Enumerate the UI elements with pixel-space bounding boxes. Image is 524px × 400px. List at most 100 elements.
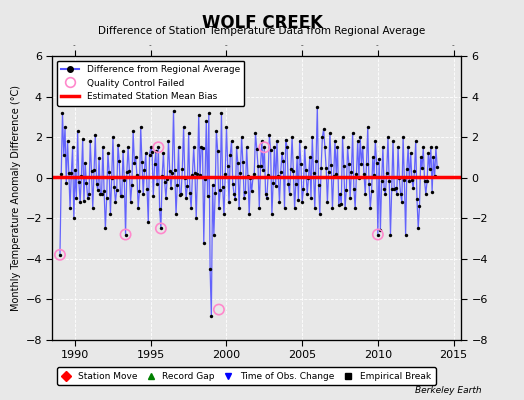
Point — [252, 130, 260, 136]
Point — [183, 182, 192, 189]
Point — [379, 144, 387, 150]
Point — [81, 160, 90, 166]
Point — [269, 179, 277, 186]
Point — [384, 134, 392, 140]
Point — [75, 179, 83, 186]
Point — [129, 128, 137, 134]
Point — [243, 144, 251, 150]
Point — [286, 191, 294, 197]
Point — [394, 144, 402, 150]
Point — [254, 163, 262, 170]
Point — [315, 211, 324, 218]
Point — [124, 144, 132, 150]
Point — [266, 147, 275, 154]
Point — [80, 198, 88, 205]
Point — [122, 231, 130, 238]
Point — [221, 171, 230, 178]
Point — [241, 189, 249, 196]
Point — [56, 252, 64, 258]
Point — [345, 160, 353, 167]
Point — [432, 144, 440, 150]
Point — [273, 138, 281, 144]
Point — [190, 144, 198, 150]
Point — [401, 231, 410, 238]
Point — [133, 172, 141, 178]
Point — [392, 191, 401, 197]
Point — [104, 150, 112, 156]
Point — [88, 168, 96, 174]
Point — [425, 166, 434, 172]
Point — [347, 169, 356, 175]
Point — [209, 182, 217, 188]
Point — [100, 188, 108, 195]
Point — [334, 202, 343, 208]
Point — [250, 171, 258, 177]
Point — [289, 168, 298, 174]
Point — [364, 124, 372, 130]
Point — [281, 136, 290, 143]
Point — [205, 110, 213, 116]
Point — [79, 136, 87, 142]
Point — [428, 189, 436, 195]
Point — [119, 148, 127, 154]
Point — [433, 164, 441, 170]
Point — [322, 165, 330, 171]
Point — [333, 144, 342, 150]
Point — [97, 191, 106, 198]
Point — [389, 138, 397, 144]
Point — [274, 172, 282, 179]
Point — [177, 191, 185, 197]
Point — [327, 162, 335, 168]
Point — [114, 142, 122, 148]
Point — [413, 196, 421, 202]
Point — [263, 195, 271, 201]
Point — [226, 151, 234, 158]
Point — [85, 191, 93, 197]
Point — [407, 150, 415, 156]
Point — [414, 225, 422, 232]
Point — [292, 180, 300, 187]
Point — [117, 193, 126, 199]
Point — [181, 175, 189, 181]
Point — [340, 163, 348, 169]
Point — [106, 211, 115, 218]
Point — [164, 138, 172, 144]
Point — [419, 144, 428, 150]
Legend: Station Move, Record Gap, Time of Obs. Change, Empirical Break: Station Move, Record Gap, Time of Obs. C… — [57, 367, 435, 385]
Point — [330, 172, 338, 179]
Point — [405, 177, 413, 184]
Point — [71, 167, 79, 174]
Point — [296, 138, 304, 144]
Point — [365, 181, 373, 188]
Text: Difference of Station Temperature Data from Regional Average: Difference of Station Temperature Data f… — [99, 26, 425, 36]
Point — [422, 191, 430, 197]
Point — [132, 154, 140, 161]
Point — [92, 181, 101, 187]
Point — [141, 150, 150, 156]
Point — [366, 205, 375, 211]
Point — [153, 181, 161, 187]
Point — [123, 169, 131, 175]
Point — [191, 170, 199, 176]
Point — [348, 130, 357, 136]
Point — [297, 161, 305, 167]
Point — [82, 180, 91, 187]
Point — [237, 134, 246, 140]
Point — [410, 168, 419, 174]
Point — [357, 161, 366, 167]
Y-axis label: Monthly Temperature Anomaly Difference (°C): Monthly Temperature Anomaly Difference (… — [12, 85, 21, 311]
Point — [158, 172, 166, 179]
Point — [94, 187, 102, 193]
Point — [339, 134, 347, 140]
Point — [130, 159, 138, 166]
Point — [343, 144, 352, 150]
Point — [391, 185, 400, 191]
Point — [416, 203, 424, 209]
Point — [278, 150, 286, 156]
Point — [232, 144, 241, 150]
Point — [95, 155, 103, 162]
Point — [418, 164, 426, 171]
Point — [260, 144, 268, 150]
Point — [227, 138, 236, 144]
Point — [265, 132, 274, 138]
